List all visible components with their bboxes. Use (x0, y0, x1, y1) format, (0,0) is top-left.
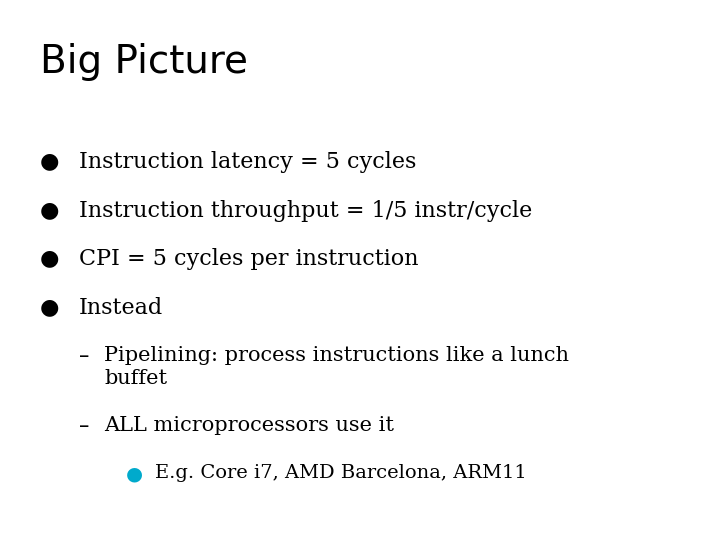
Text: –: – (79, 346, 89, 366)
Text: Pipelining: process instructions like a lunch
buffet: Pipelining: process instructions like a … (104, 346, 570, 388)
Text: Instruction latency = 5 cycles: Instruction latency = 5 cycles (79, 151, 417, 173)
Text: E.g. Core i7, AMD Barcelona, ARM11: E.g. Core i7, AMD Barcelona, ARM11 (155, 464, 526, 482)
Text: ●: ● (40, 248, 59, 268)
Text: ●: ● (126, 464, 143, 483)
Text: ALL microprocessors use it: ALL microprocessors use it (104, 416, 395, 435)
Text: ●: ● (40, 151, 59, 171)
Text: Instruction throughput = 1/5 instr/cycle: Instruction throughput = 1/5 instr/cycle (79, 200, 533, 222)
Text: Instead: Instead (79, 297, 163, 319)
Text: –: – (79, 416, 89, 436)
Text: ●: ● (40, 200, 59, 220)
Text: Big Picture: Big Picture (40, 43, 248, 81)
Text: ●: ● (40, 297, 59, 317)
Text: CPI = 5 cycles per instruction: CPI = 5 cycles per instruction (79, 248, 419, 271)
